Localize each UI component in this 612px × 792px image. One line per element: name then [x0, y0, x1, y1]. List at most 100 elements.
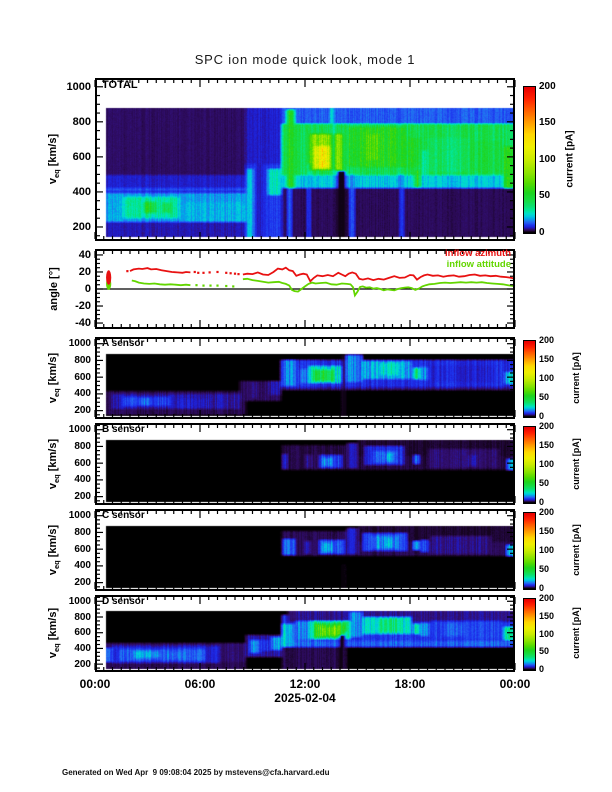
- y-tick-label: 20: [78, 265, 91, 278]
- colorbar-tick-label: 150: [539, 117, 556, 128]
- y-tick-label: 0: [84, 282, 91, 295]
- colorbar-tick-label: 0: [539, 664, 545, 675]
- axis-frame-and-ticks: [94, 595, 516, 672]
- y-tick-label: 600: [74, 543, 91, 555]
- colorbar-tick-label: 150: [539, 526, 555, 537]
- c-sensor-panel-label: C sensor: [102, 510, 145, 521]
- x-tick-label-1: 06:00: [184, 677, 216, 691]
- axis-frame-and-ticks: [94, 78, 516, 241]
- colorbar-tick-label: 100: [539, 459, 555, 470]
- colorbar-tick-label: 150: [539, 440, 555, 451]
- y-tick-label: 200: [74, 405, 91, 417]
- axis-frame-and-ticks: [94, 249, 516, 329]
- colorbar-tick-label: 200: [539, 335, 555, 346]
- colorbar-tick-label: 100: [539, 628, 555, 639]
- axis-frame-and-ticks: [94, 337, 516, 419]
- legend-inflow-azimuth: inflow azimuth: [445, 248, 511, 259]
- colorbar-tick-label: 50: [539, 392, 550, 403]
- colorbar-tick-label: 100: [539, 153, 556, 165]
- a-colorbar-label: current [pA]: [571, 352, 581, 404]
- x-tick-label-4: 00:00: [499, 677, 531, 691]
- colorbar-tick-label: 50: [539, 646, 550, 657]
- x-tick-label-0: 00:00: [79, 677, 111, 691]
- y-tick-label: 1000: [66, 80, 91, 93]
- legend-inflow-attitude: inflow attitude: [446, 258, 511, 270]
- y-tick-label: 1000: [68, 424, 91, 436]
- y-tick-label: 600: [74, 627, 91, 639]
- angle-legend: inflow azimuth inflow attitude: [445, 248, 511, 270]
- footer-text: Generated on Wed Apr 9 09:08:04 2025 by …: [62, 749, 329, 792]
- colorbar-tick-label: 0: [539, 583, 545, 594]
- x-tick-label-3: 18:00: [394, 677, 426, 691]
- colorbar-gradient: [523, 512, 536, 590]
- d-colorbar-label: current [pA]: [571, 607, 581, 659]
- y-tick-label: 200: [74, 491, 91, 503]
- d-sensor-spectrogram-panel: D sensor: [94, 595, 516, 672]
- colorbar-gradient: [523, 86, 536, 234]
- colorbar-tick-label: 100: [539, 545, 555, 556]
- a-sensor-panel-label: A sensor: [102, 338, 145, 349]
- plot-title: SPC ion mode quick look, mode 1: [194, 52, 416, 67]
- a-sensor-spectrogram-panel: A sensor: [94, 337, 516, 419]
- y-tick-label: -20: [75, 299, 91, 312]
- colorbar-tick-label: 50: [539, 190, 551, 201]
- spectrogram-canvas: [95, 337, 515, 419]
- y-tick-label: 200: [74, 658, 91, 670]
- b-sensor-panel-label: B sensor: [102, 424, 145, 435]
- colorbar-tick-label: 150: [539, 354, 555, 365]
- colorbar-tick-label: 200: [539, 593, 555, 604]
- total-colorbar-label: current [pA]: [564, 130, 576, 188]
- colorbar-tick-label: 50: [539, 564, 550, 575]
- colorbar-gradient: [523, 426, 536, 504]
- y-tick-label: 400: [74, 560, 91, 572]
- spectrogram-canvas: [95, 509, 515, 591]
- total-panel-label: TOTAL: [102, 79, 138, 91]
- colorbar-tick-label: 150: [539, 610, 555, 621]
- footer-line-1: Generated on Wed Apr 9 09:08:04 2025 by …: [62, 768, 330, 777]
- y-tick-label: 800: [74, 440, 91, 452]
- colorbar-tick-label: 100: [539, 373, 555, 384]
- y-tick-label: 600: [74, 457, 91, 469]
- y-tick-label: 200: [74, 577, 91, 589]
- c-sensor-spectrogram-panel: C sensor: [94, 509, 516, 591]
- y-tick-label: 200: [72, 220, 91, 233]
- y-tick-label: 800: [72, 115, 91, 128]
- x-tick-label-2: 12:00: [289, 677, 321, 691]
- spectrogram-canvas: [95, 595, 515, 672]
- y-tick-label: 800: [74, 526, 91, 538]
- colorbar-tick-label: 0: [539, 226, 545, 238]
- d-sensor-panel-label: D sensor: [102, 596, 145, 607]
- y-tick-label: 1000: [68, 338, 91, 350]
- y-tick-label: 800: [74, 611, 91, 623]
- y-tick-label: 400: [74, 642, 91, 654]
- y-tick-label: 400: [72, 185, 91, 198]
- y-tick-label: 400: [74, 388, 91, 400]
- colorbar-tick-label: 0: [539, 497, 545, 508]
- y-tick-label: 1000: [68, 595, 91, 607]
- c-colorbar-label: current [pA]: [571, 524, 581, 576]
- colorbar-gradient: [523, 340, 536, 418]
- y-tick-label: 600: [74, 371, 91, 383]
- colorbar-tick-label: 50: [539, 478, 550, 489]
- angle-panel: inflow azimuth inflow attitude: [94, 248, 516, 329]
- b-colorbar-label: current [pA]: [571, 438, 581, 490]
- b-sensor-spectrogram-panel: B sensor: [94, 423, 516, 505]
- y-tick-label: -40: [75, 316, 91, 329]
- y-tick-label: 600: [72, 150, 91, 163]
- y-tick-label: 1000: [68, 510, 91, 522]
- y-tick-label: 800: [74, 354, 91, 366]
- total-spectrogram-panel: TOTAL: [94, 78, 516, 241]
- date-label: 2025-02-04: [274, 691, 336, 705]
- colorbar-gradient: [523, 598, 536, 671]
- colorbar-tick-label: 0: [539, 411, 545, 422]
- colorbar-tick-label: 200: [539, 421, 555, 432]
- y-tick-label: 40: [78, 248, 91, 261]
- spectrogram-canvas: [95, 423, 515, 505]
- spectrogram-canvas: [95, 78, 515, 241]
- y-tick-label: 400: [74, 474, 91, 486]
- colorbar-tick-label: 200: [539, 80, 556, 92]
- colorbar-tick-label: 200: [539, 507, 555, 518]
- angle-plot: [97, 266, 516, 298]
- axis-frame-and-ticks: [94, 423, 516, 505]
